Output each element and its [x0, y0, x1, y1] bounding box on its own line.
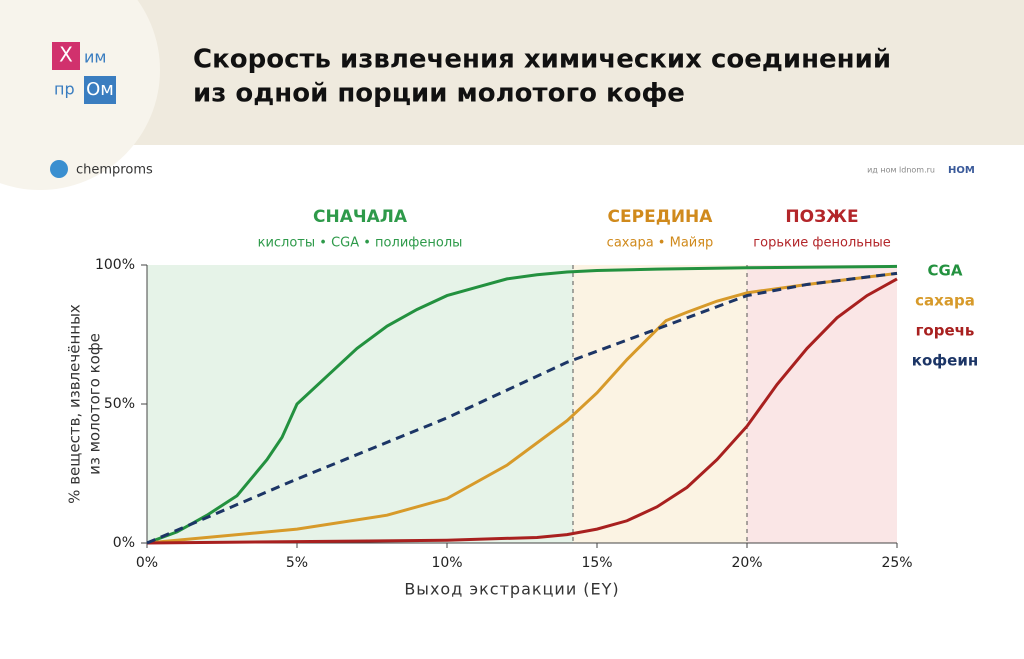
telegram-icon — [50, 160, 68, 178]
logo-box — [84, 76, 116, 104]
source: ид ном ldnom.ru — [867, 166, 935, 175]
chart: СНАЧАЛА кислоты • CGA • полифенолы СЕРЕДИН… — [66, 207, 979, 599]
logo-text: Х — [59, 43, 73, 67]
region-title: СНАЧАЛА — [313, 207, 408, 227]
x-tick-label: 20% — [731, 555, 762, 571]
x-tick-label: 10% — [431, 555, 462, 571]
y-tick-label: 0% — [113, 535, 135, 551]
region-items: сахара • Майяр — [607, 236, 714, 251]
legend-label: горечь — [916, 322, 975, 340]
region — [147, 265, 573, 543]
legend-label: кофеин — [912, 352, 978, 370]
series-line — [146, 264, 898, 545]
series-line — [146, 277, 898, 545]
x-tick-label: 0% — [136, 555, 158, 571]
x-tick-label: 15% — [581, 555, 612, 571]
logo-bg — [0, 0, 160, 190]
region-title: СЕРЕДИНА — [608, 207, 714, 227]
brand: НОМ — [948, 165, 975, 176]
region-items: кислоты • CGA • полифенолы — [258, 236, 463, 251]
logo-box — [52, 42, 80, 70]
channel: chemproms — [76, 163, 153, 178]
y-tick-label: 50% — [104, 396, 135, 412]
region-items: горькие фенольные — [753, 236, 890, 251]
region — [747, 265, 897, 543]
region — [573, 265, 747, 543]
series-line — [146, 271, 898, 545]
title: из одной порции молотого кофе — [193, 79, 685, 109]
logo-text: Ом — [86, 79, 114, 100]
y-axis-label: из молотого кофе — [86, 333, 104, 475]
legend-label: CGA — [928, 262, 963, 280]
title: Скорость извлечения химических соединени… — [193, 45, 891, 75]
logo-text: пр — [54, 80, 75, 99]
x-tick-label: 25% — [881, 555, 912, 571]
series-line — [146, 271, 898, 545]
legend-label: сахара — [915, 292, 975, 310]
logo-text: им — [84, 48, 106, 67]
region-title: ПОЗЖЕ — [785, 207, 858, 227]
y-tick-label: 100% — [95, 257, 135, 273]
y-axis-label: % веществ, извлечённых — [66, 304, 84, 504]
x-axis-label: Выход экстракции (EY) — [404, 580, 619, 599]
header-bg — [0, 0, 1024, 145]
x-tick-label: 5% — [286, 555, 308, 571]
